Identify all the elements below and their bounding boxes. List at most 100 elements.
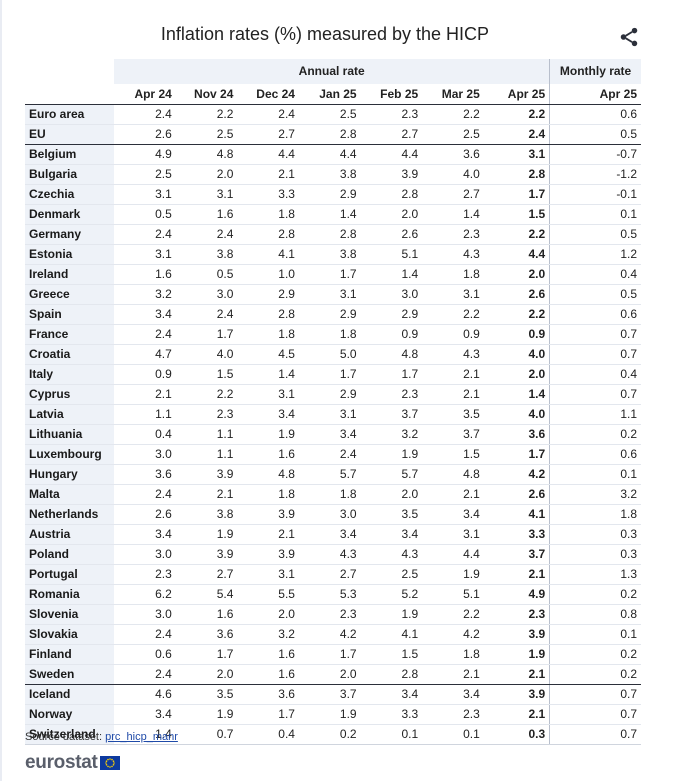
table-cell: 2.2: [483, 224, 550, 245]
table-cell: 1.5: [175, 364, 238, 385]
table-cell: 3.4: [114, 304, 176, 325]
table-cell: 0.3: [549, 524, 641, 545]
chart-title: Inflation rates (%) measured by the HICP: [160, 24, 490, 44]
table-cell: 0.7: [549, 684, 641, 705]
table-cell: 3.9: [237, 544, 299, 565]
column-header-country: [25, 84, 115, 105]
table-cell: 4.3: [422, 244, 484, 265]
table-cell: 3.4: [422, 504, 484, 525]
table-cell: 5.7: [360, 464, 423, 485]
table-cell: 2.0: [360, 204, 423, 225]
table-cell: 0.9: [114, 364, 176, 385]
table-cell: 3.9: [175, 464, 238, 485]
table-cell: 1.0: [237, 264, 299, 285]
table-cell: 0.1: [549, 624, 641, 645]
page-edge: [0, 0, 2, 781]
table-cell: 3.4: [114, 524, 176, 545]
table-cell: 2.3: [298, 604, 361, 625]
country-name: Poland: [25, 544, 115, 565]
country-name: Estonia: [25, 244, 115, 265]
table-cell: 1.9: [422, 564, 484, 585]
table-cell: 0.4: [114, 424, 176, 445]
table-row: Portugal 2.3 2.7 3.1 2.7 2.5 1.9 2.1 1.3: [25, 564, 641, 585]
table-cell: 3.7: [360, 404, 423, 425]
table-cell: 1.9: [483, 644, 550, 665]
table-cell: 1.7: [175, 324, 238, 345]
country-name: Czechia: [25, 184, 115, 205]
table-cell: 1.7: [483, 184, 550, 205]
table-cell: 1.7: [175, 644, 238, 665]
country-name: Bulgaria: [25, 164, 115, 185]
table-row: Malta 2.4 2.1 1.8 1.8 2.0 2.1 2.6 3.2: [25, 484, 641, 505]
table-cell: 1.5: [360, 644, 423, 665]
table-cell: 0.5: [549, 124, 641, 145]
table-cell: 4.9: [114, 144, 176, 165]
table-cell: 2.5: [298, 104, 361, 125]
share-icon[interactable]: [618, 26, 640, 48]
country-name: Sweden: [25, 664, 115, 685]
table-cell: 1.9: [360, 604, 423, 625]
table-cell: 4.5: [237, 344, 299, 365]
table-cell: 0.2: [298, 724, 361, 745]
table-cell: 3.5: [175, 684, 238, 705]
table-cell: 1.4: [483, 384, 550, 405]
table-cell: 1.6: [237, 644, 299, 665]
table-cell: 1.9: [298, 704, 361, 725]
table-cell: 1.3: [549, 564, 641, 585]
table-cell: 4.0: [175, 344, 238, 365]
table-cell: 1.6: [114, 264, 176, 285]
table-cell: 1.7: [483, 444, 550, 465]
table-cell: 5.4: [175, 584, 238, 605]
table-cell: 5.7: [298, 464, 361, 485]
column-group-row: Annual rate Monthly rate: [25, 59, 641, 84]
table-cell: 2.5: [114, 164, 176, 185]
table-cell: 3.7: [483, 544, 550, 565]
table-body: Euro area 2.4 2.2 2.4 2.5 2.3 2.2 2.2 0.6 EU 2.6 2.…: [25, 104, 641, 745]
table-cell: 5.1: [360, 244, 423, 265]
table-cell: 2.5: [422, 124, 484, 145]
table-cell: 1.7: [360, 364, 423, 385]
table-cell: 3.6: [422, 144, 484, 165]
table-cell: 0.2: [549, 584, 641, 605]
country-name: Hungary: [25, 464, 115, 485]
column-header: Apr 25: [483, 84, 550, 105]
table-cell: 2.8: [237, 224, 299, 245]
table-cell: 3.9: [237, 504, 299, 525]
table-cell: 0.4: [549, 264, 641, 285]
table-cell: 3.9: [483, 684, 550, 705]
table-cell: 2.6: [114, 504, 176, 525]
table-cell: 0.4: [549, 364, 641, 385]
table-cell: 2.2: [483, 304, 550, 325]
table-cell: 0.6: [549, 304, 641, 325]
table-cell: 0.7: [549, 344, 641, 365]
source-label: Source dataset:: [25, 731, 103, 743]
table-cell: 1.9: [175, 704, 238, 725]
table-cell: 1.4: [114, 724, 176, 745]
table-cell: 3.2: [237, 624, 299, 645]
table-cell: 3.6: [237, 684, 299, 705]
table-cell: 3.0: [114, 544, 176, 565]
table-cell: 1.8: [422, 644, 484, 665]
column-header-row: Apr 24 Nov 24 Dec 24 Jan 25 Feb 25 Mar 2…: [25, 84, 641, 105]
column-header: Nov 24: [175, 84, 238, 105]
table-cell: 3.4: [360, 524, 423, 545]
table-cell: 1.1: [175, 424, 238, 445]
country-name: Germany: [25, 224, 115, 245]
country-name: Malta: [25, 484, 115, 505]
table-cell: 0.2: [549, 664, 641, 685]
table-cell: 2.1: [483, 664, 550, 685]
table-cell: 1.7: [237, 704, 299, 725]
hicp-table-container: Annual rate Monthly rate Apr 24 Nov 24 D…: [25, 59, 641, 745]
table-row: Estonia 3.1 3.8 4.1 3.8 5.1 4.3 4.4 1.2: [25, 244, 641, 265]
country-name: Euro area: [25, 104, 115, 125]
table-cell: 3.9: [360, 164, 423, 185]
table-row: Slovenia 3.0 1.6 2.0 2.3 1.9 2.2 2.3 0.8: [25, 604, 641, 625]
table-cell: 3.8: [298, 244, 361, 265]
table-row: Slovakia 2.4 3.6 3.2 4.2 4.1 4.2 3.9 0.1: [25, 624, 641, 645]
table-cell: 2.8: [360, 184, 423, 205]
source-dataset-link[interactable]: prc_hicp_manr: [105, 731, 178, 743]
table-cell: -0.7: [549, 144, 641, 165]
table-cell: 2.1: [237, 524, 299, 545]
hicp-table: Annual rate Monthly rate Apr 24 Nov 24 D…: [25, 59, 641, 745]
table-cell: 1.4: [422, 204, 484, 225]
